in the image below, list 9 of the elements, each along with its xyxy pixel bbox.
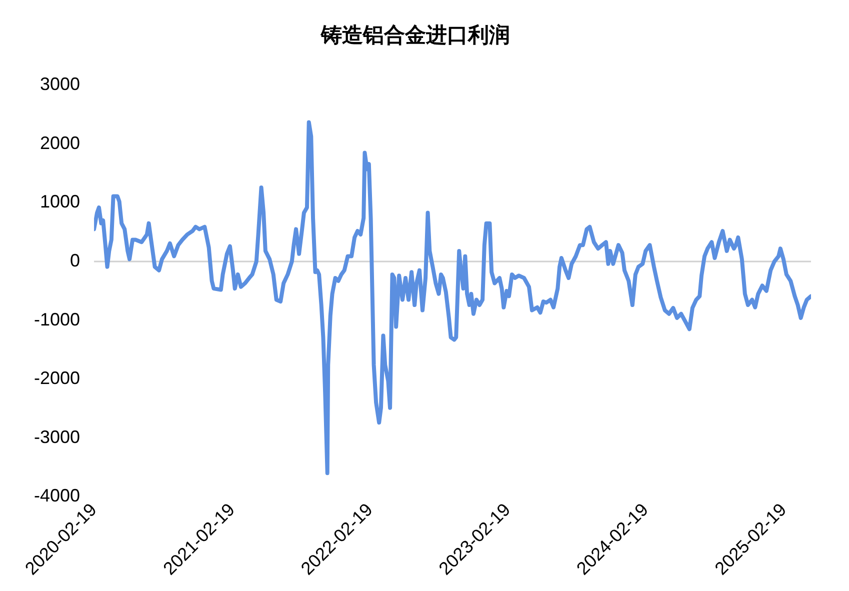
y-tick-label: 0 [70, 250, 80, 270]
y-tick-label: -3000 [34, 426, 80, 447]
y-tick-label: -1000 [34, 309, 80, 330]
y-tick-label: -2000 [34, 368, 80, 388]
y-tick-label: -4000 [34, 486, 80, 506]
chart-title: 铸造铝合金进口利润 [320, 23, 510, 48]
y-tick-label: 3000 [40, 74, 80, 94]
y-tick-label: 2000 [40, 132, 80, 153]
y-tick-label: 1000 [40, 192, 80, 212]
